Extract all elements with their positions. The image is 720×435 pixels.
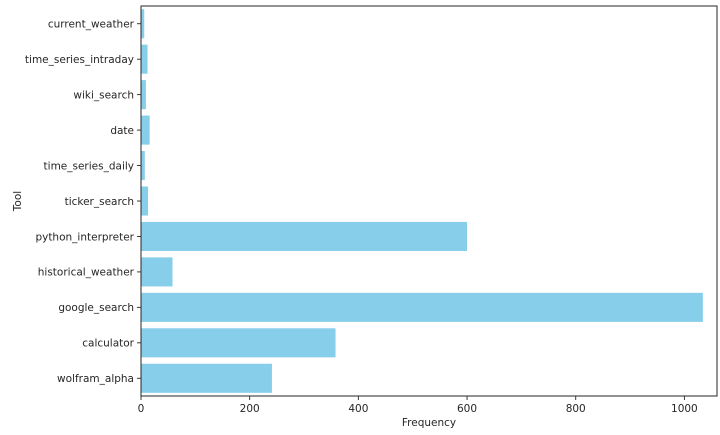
bar-calculator bbox=[141, 328, 336, 358]
y-tick-label-google-search: google_search bbox=[58, 302, 134, 314]
x-tick-label-0: 0 bbox=[138, 403, 145, 415]
y-tick-label-historical-weather: historical_weather bbox=[38, 267, 135, 279]
x-tick-label-1000: 1000 bbox=[671, 403, 698, 415]
y-ticks-group: wolfram_alpha calculator google_search hist… bbox=[25, 19, 141, 385]
bar-date bbox=[141, 115, 150, 145]
axes-spines bbox=[140, 5, 718, 397]
x-tick-label-400: 400 bbox=[348, 403, 368, 415]
bar-google-search bbox=[141, 292, 703, 322]
x-ticks-group: 0 200 400 600 800 1000 bbox=[138, 396, 698, 415]
y-tick-label-python-interpreter: python_interpreter bbox=[35, 231, 134, 243]
y-tick-label-wolfram-alpha: wolfram_alpha bbox=[57, 373, 134, 385]
bar-current-weather bbox=[141, 9, 145, 39]
x-axis-label: Frequency bbox=[402, 417, 456, 429]
bar-time-series-daily bbox=[141, 151, 145, 181]
bar-ticker-search bbox=[141, 186, 149, 216]
bar-wiki-search bbox=[141, 80, 146, 110]
plot-frame bbox=[140, 5, 718, 397]
bar-wolfram-alpha bbox=[141, 363, 272, 393]
y-tick-label-wiki-search: wiki_search bbox=[73, 89, 134, 101]
y-tick-label-current-weather: current_weather bbox=[48, 19, 135, 31]
bar-python-interpreter bbox=[141, 221, 468, 251]
bars-group bbox=[141, 9, 703, 393]
bar-historical-weather bbox=[141, 257, 173, 287]
y-tick-label-calculator: calculator bbox=[82, 338, 134, 350]
y-tick-label-ticker-search: ticker_search bbox=[65, 196, 134, 208]
x-tick-label-800: 800 bbox=[566, 403, 586, 415]
bar-time-series-intraday bbox=[141, 44, 148, 74]
y-tick-label-date: date bbox=[110, 125, 134, 137]
x-tick-label-600: 600 bbox=[457, 403, 477, 415]
y-axis-label: Tool bbox=[12, 191, 24, 212]
y-tick-label-time-series-intraday: time_series_intraday bbox=[25, 54, 134, 66]
y-tick-label-time-series-daily: time_series_daily bbox=[44, 160, 134, 172]
x-tick-label-200: 200 bbox=[240, 403, 260, 415]
